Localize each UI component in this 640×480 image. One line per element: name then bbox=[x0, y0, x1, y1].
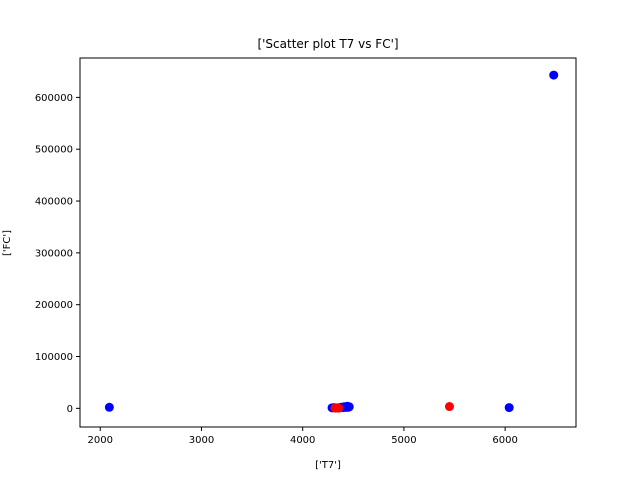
y-tick-label: 0 bbox=[67, 404, 73, 415]
scatter-point bbox=[549, 70, 559, 80]
x-tick-label: 6000 bbox=[492, 435, 517, 446]
data-points bbox=[104, 70, 559, 413]
x-tick-label: 5000 bbox=[391, 435, 416, 446]
axis-ticks: 2000 3000 4000 5000 6000 0 100000 200000 300000 4… bbox=[35, 93, 518, 446]
y-tick-label: 100000 bbox=[35, 352, 73, 363]
scatter-point bbox=[104, 402, 114, 412]
y-tick-label: 300000 bbox=[35, 248, 73, 259]
y-tick-label: 200000 bbox=[35, 300, 73, 311]
y-tick-label: 600000 bbox=[35, 93, 73, 104]
scatter-point bbox=[504, 403, 514, 413]
scatter-point bbox=[334, 403, 344, 413]
chart-title: ['Scatter plot T7 vs FC'] bbox=[257, 37, 398, 51]
y-tick-label: 500000 bbox=[35, 145, 73, 156]
scatter-point bbox=[444, 402, 454, 412]
plot-frame bbox=[79, 57, 577, 428]
y-tick-label: 400000 bbox=[35, 197, 73, 208]
x-axis-label: ['T7'] bbox=[315, 460, 341, 471]
x-tick-label: 4000 bbox=[290, 435, 315, 446]
y-axis-label: ['FC'] bbox=[2, 230, 13, 256]
x-tick-label: 3000 bbox=[189, 435, 214, 446]
x-tick-label: 2000 bbox=[88, 435, 113, 446]
scatter-point bbox=[344, 402, 354, 412]
